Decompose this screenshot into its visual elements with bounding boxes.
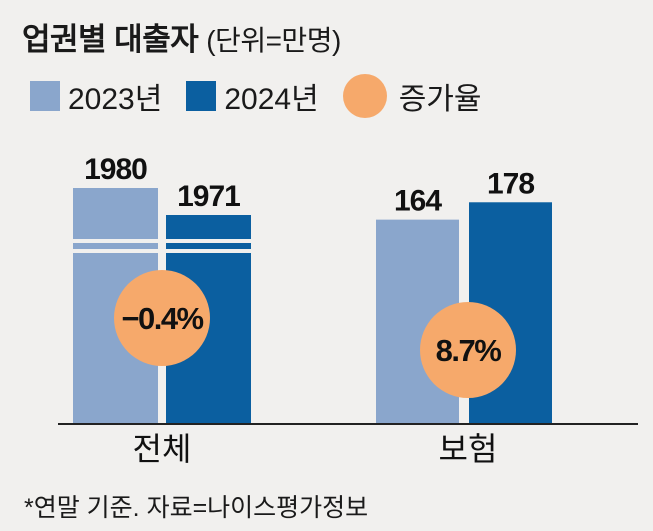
growth-label: −0.4%: [121, 301, 203, 336]
growth-circle-insurance: [420, 302, 516, 398]
x-axis-baseline: [58, 423, 638, 425]
axis-break-mark: [73, 239, 158, 243]
legend-item-2024: 2024년: [186, 74, 319, 118]
growth-circle-total: [114, 270, 210, 366]
legend-swatch-2024: [186, 81, 217, 111]
footnote: *연말 기준. 자료=나이스평가정보: [24, 494, 369, 522]
data-label: 178: [487, 167, 534, 200]
legend-dot-growth: [342, 74, 387, 118]
legend-label-2024: 2024년: [224, 83, 319, 116]
legend-item-2023: 2023년: [30, 74, 162, 118]
legend-label-growth: 증가율: [398, 83, 482, 116]
title-text: 업권별 대출자: [22, 22, 199, 57]
category-label: 전체: [133, 431, 192, 467]
data-label: 1980: [84, 153, 147, 186]
axis-break-mark: [166, 239, 251, 243]
axis-break-mark: [166, 249, 251, 253]
data-label: 1971: [177, 180, 240, 213]
data-label: 164: [394, 185, 442, 218]
axis-break-mark: [73, 249, 158, 253]
category-label: 보험: [439, 431, 498, 467]
unit-label: (단위=만명): [206, 25, 341, 56]
legend-label-2023: 2023년: [68, 83, 163, 116]
legend-swatch-2023: [30, 81, 60, 111]
legend: 2023년 2024년 증가율: [30, 74, 506, 118]
chart-title: 업권별 대출자 (단위=만명): [22, 14, 341, 59]
growth-label: 8.7%: [436, 333, 502, 368]
legend-item-growth: 증가율: [342, 74, 482, 118]
